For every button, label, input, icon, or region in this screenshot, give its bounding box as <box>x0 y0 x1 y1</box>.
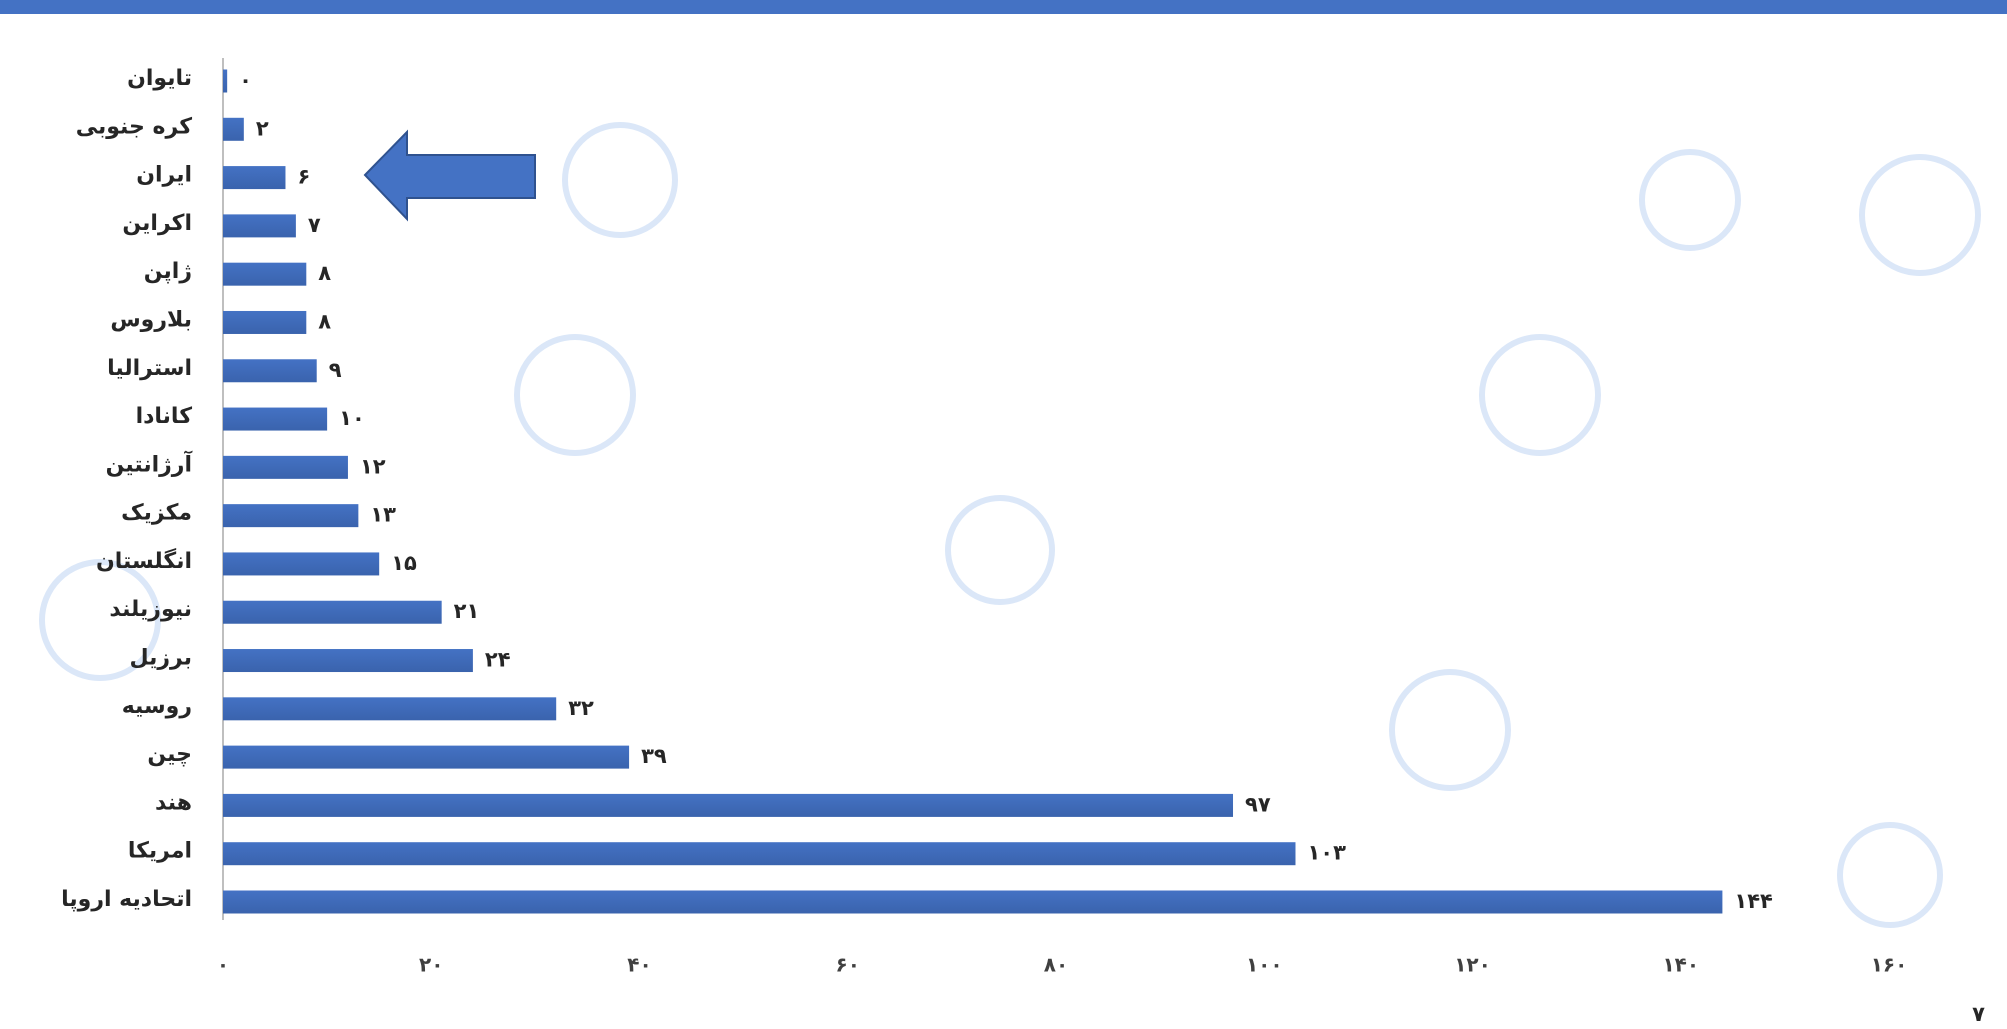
category-label: اتحادیه اروپا <box>61 887 192 912</box>
bar <box>223 890 1723 914</box>
bar <box>223 793 1234 817</box>
value-label: ۱۲ <box>360 454 386 478</box>
bar <box>223 310 307 334</box>
category-label: بلاروس <box>110 307 192 332</box>
background-icons <box>39 122 1981 928</box>
x-tick-label: ۱۴۰ <box>1662 953 1699 977</box>
bar <box>223 214 296 238</box>
value-label: ۰ <box>239 68 252 92</box>
x-tick-label: ۰ <box>217 953 229 977</box>
x-tick-label: ۲۰ <box>419 953 443 977</box>
value-label: ۳۲ <box>568 696 594 720</box>
value-label: ۳۹ <box>641 744 667 768</box>
bar <box>223 262 307 286</box>
bar <box>223 359 317 383</box>
bar <box>223 649 473 673</box>
value-label: ۱۴۴ <box>1734 889 1773 913</box>
top-band <box>0 0 2007 14</box>
bar <box>223 552 380 576</box>
bar <box>223 745 630 769</box>
value-label: ۱۰ <box>339 406 365 430</box>
category-label: کانادا <box>136 404 193 429</box>
x-tick-label: ۱۶۰ <box>1871 953 1908 977</box>
value-label: ۹ <box>329 358 342 382</box>
page-number: ۷ <box>1972 1002 1985 1026</box>
category-label: کره جنوبی <box>76 114 192 139</box>
value-label: ۲ <box>256 116 269 140</box>
category-label: آرژانتین <box>106 449 193 477</box>
category-label: انگلستان <box>96 547 192 574</box>
value-label: ۷ <box>308 213 321 237</box>
bar <box>223 600 442 624</box>
x-tick-label: ۸۰ <box>1044 953 1068 977</box>
bar <box>223 504 359 528</box>
bar <box>223 166 286 190</box>
value-label: ۸ <box>318 309 331 333</box>
value-label: ۱۵ <box>391 551 417 575</box>
x-tick-label: ۴۰ <box>627 953 651 977</box>
bar <box>223 117 244 141</box>
value-label: ۱۳ <box>370 503 396 527</box>
x-tick-label: ۶۰ <box>836 953 860 977</box>
value-label: ۸ <box>318 261 331 285</box>
category-label: تایوان <box>127 66 192 91</box>
bar <box>223 69 228 93</box>
bar <box>223 455 348 479</box>
bar <box>223 407 328 431</box>
category-label: نیوزیلند <box>109 597 192 622</box>
x-tick-label: ۱۲۰ <box>1454 953 1491 977</box>
category-label: امریکا <box>128 839 192 864</box>
value-label: ۶ <box>297 165 310 189</box>
value-label: ۲۱ <box>454 599 480 623</box>
category-label: استرالیا <box>107 356 192 381</box>
bar <box>223 697 557 721</box>
x-tick-label: ۱۰۰ <box>1246 953 1283 977</box>
value-label: ۹۷ <box>1245 792 1271 816</box>
category-label: چین <box>147 742 192 767</box>
category-label: هند <box>155 790 192 815</box>
category-label: روسیه <box>122 694 192 719</box>
arrow <box>363 129 536 222</box>
value-label: ۲۴ <box>485 648 511 672</box>
category-label: ایران <box>136 163 192 188</box>
category-label: ژاپن <box>144 259 192 284</box>
value-label: ۱۰۳ <box>1307 841 1346 865</box>
category-label: مکزیک <box>121 501 192 526</box>
bar <box>223 842 1296 866</box>
category-label: اکراین <box>122 211 192 236</box>
category-label: برزیل <box>129 646 192 671</box>
